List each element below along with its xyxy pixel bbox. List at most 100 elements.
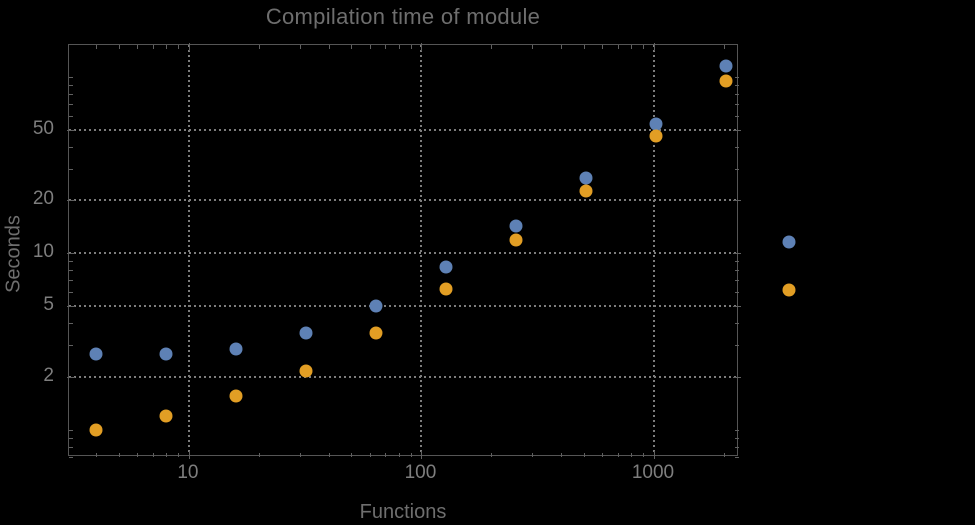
y-tick-50 — [733, 129, 741, 131]
data-point-orange-x8 — [159, 409, 173, 423]
y-tick-label-50: 50 — [32, 117, 54, 139]
x-tick-70 — [385, 45, 387, 49]
x-tick-500 — [584, 453, 585, 457]
gridline-x-1000 — [653, 45, 655, 455]
chart-title: Compilation time of module — [265, 4, 541, 29]
y-tick-70 — [735, 103, 739, 105]
y-tick-5 — [67, 306, 75, 308]
y-tick-0.7000000000000001 — [735, 457, 739, 458]
x-tick-label-100: 100 — [404, 462, 437, 483]
x-tick-600 — [602, 45, 604, 49]
x-tick-50 — [351, 453, 353, 457]
gridline-y-20 — [69, 198, 737, 201]
y-tick-0.8 — [735, 446, 739, 448]
data-point-orange-x4 — [89, 423, 103, 437]
x-tick-7 — [152, 453, 154, 457]
data-point-blue-x8 — [159, 347, 173, 360]
y-tick-2 — [733, 376, 741, 378]
y-tick-10 — [67, 253, 75, 255]
x-tick-200 — [491, 453, 493, 457]
gridline-y-2 — [69, 375, 737, 378]
x-tick-100 — [421, 451, 423, 459]
x-tick-8 — [166, 453, 168, 457]
x-tick-80 — [398, 45, 400, 49]
y-tick-8 — [69, 270, 73, 272]
x-tick-70 — [385, 453, 387, 457]
y-tick-90 — [735, 84, 739, 86]
x-tick-40 — [328, 45, 330, 49]
x-tick-1000 — [654, 43, 655, 51]
legend-marker-orange — [782, 283, 796, 297]
y-tick-90 — [69, 84, 73, 86]
y-tick-30 — [735, 168, 739, 170]
data-point-blue-x512 — [579, 171, 593, 185]
data-point-orange-x64 — [369, 326, 383, 340]
x-tick-50 — [351, 45, 353, 49]
x-tick-6 — [137, 45, 139, 49]
y-tick-0.7000000000000001 — [69, 457, 73, 458]
y-tick-label-5: 5 — [43, 294, 54, 316]
y-tick-100 — [735, 76, 739, 78]
gridline-y-50 — [69, 128, 737, 131]
data-point-orange-x2048 — [719, 74, 733, 88]
data-point-blue-x16 — [229, 342, 243, 356]
x-tick-20 — [258, 453, 260, 457]
x-tick-10 — [188, 43, 190, 51]
x-tick-10 — [188, 451, 190, 459]
x-tick-90 — [410, 453, 412, 457]
x-tick-30 — [299, 453, 301, 457]
y-tick-1 — [69, 429, 73, 431]
x-tick-400 — [561, 453, 563, 457]
x-tick-2000 — [724, 453, 725, 457]
x-tick-5 — [118, 453, 120, 457]
plot-area — [67, 43, 741, 459]
x-axis-label: Functions — [359, 501, 447, 523]
y-tick-10 — [733, 253, 741, 255]
x-tick-300 — [532, 45, 534, 49]
gridline-x-10 — [187, 45, 190, 455]
x-tick-6 — [137, 453, 139, 457]
y-tick-0.8 — [69, 446, 73, 448]
y-tick-6 — [69, 292, 73, 294]
y-tick-80 — [69, 93, 73, 95]
y-tick-4 — [69, 323, 73, 325]
y-tick-0.9 — [735, 437, 739, 439]
x-tick-9 — [178, 453, 180, 457]
data-point-blue-x4 — [89, 347, 103, 360]
x-tick-30 — [299, 45, 301, 49]
x-tick-900 — [643, 453, 645, 457]
x-tick-9 — [178, 45, 180, 49]
y-tick-9 — [69, 261, 73, 263]
x-tick-700 — [617, 45, 619, 49]
x-tick-1000 — [654, 451, 655, 459]
x-tick-300 — [532, 453, 534, 457]
y-tick-label-10: 10 — [32, 241, 54, 263]
y-tick-label-20: 20 — [32, 187, 54, 209]
x-tick-label-1000: 1000 — [631, 462, 675, 483]
y-tick-20 — [67, 199, 75, 201]
x-tick-400 — [561, 45, 563, 49]
y-tick-80 — [735, 93, 739, 95]
x-tick-900 — [643, 45, 645, 49]
x-tick-100 — [421, 43, 423, 51]
gridline-y-10 — [69, 252, 737, 255]
y-tick-9 — [735, 261, 739, 263]
data-point-orange-x16 — [229, 389, 243, 403]
gridline-y-5 — [69, 305, 737, 308]
y-tick-7 — [69, 280, 73, 282]
x-tick-4 — [96, 453, 98, 457]
x-tick-600 — [602, 453, 604, 457]
x-tick-40 — [328, 453, 330, 457]
data-point-blue-x128 — [439, 260, 453, 274]
y-tick-6 — [735, 292, 739, 294]
y-tick-60 — [735, 115, 739, 117]
x-tick-500 — [584, 45, 585, 49]
x-tick-label-10: 10 — [177, 462, 199, 483]
y-tick-20 — [733, 199, 741, 201]
y-tick-40 — [69, 146, 73, 148]
y-tick-8 — [735, 270, 739, 272]
y-tick-0.9 — [69, 437, 73, 439]
y-tick-3 — [735, 345, 739, 347]
x-tick-8 — [166, 45, 168, 49]
